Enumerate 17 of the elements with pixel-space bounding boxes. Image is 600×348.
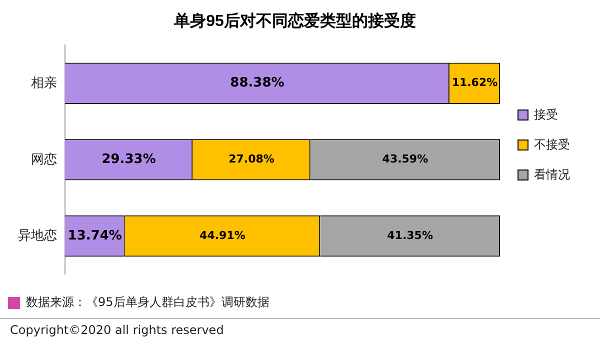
text: Copyright©2020 all rights reserved: [10, 323, 224, 337]
legend-label: 看情况: [534, 167, 570, 182]
data-label: 27.08%: [228, 152, 274, 166]
data-label: 43.59%: [382, 152, 428, 166]
y-tick-label: 网恋: [31, 151, 57, 166]
y-tick-label: 相亲: [31, 74, 57, 90]
data-label: 29.33%: [102, 152, 156, 168]
data-label: 88.38%: [230, 76, 284, 91]
y-tick-label: 异地恋: [18, 228, 57, 243]
legend-label: 接受: [534, 107, 558, 122]
data-label: 41.35%: [387, 228, 433, 242]
data-label: 44.91%: [200, 228, 246, 242]
data-label: 11.62%: [452, 76, 498, 90]
data-label: 13.74%: [68, 228, 122, 244]
legend-label: 不接受: [534, 137, 570, 152]
source-note: 数据来源：《95后单身人群白皮书》调研数据: [26, 294, 270, 311]
chart-title: 单身95后对不同恋爱类型的接受度: [173, 11, 416, 30]
